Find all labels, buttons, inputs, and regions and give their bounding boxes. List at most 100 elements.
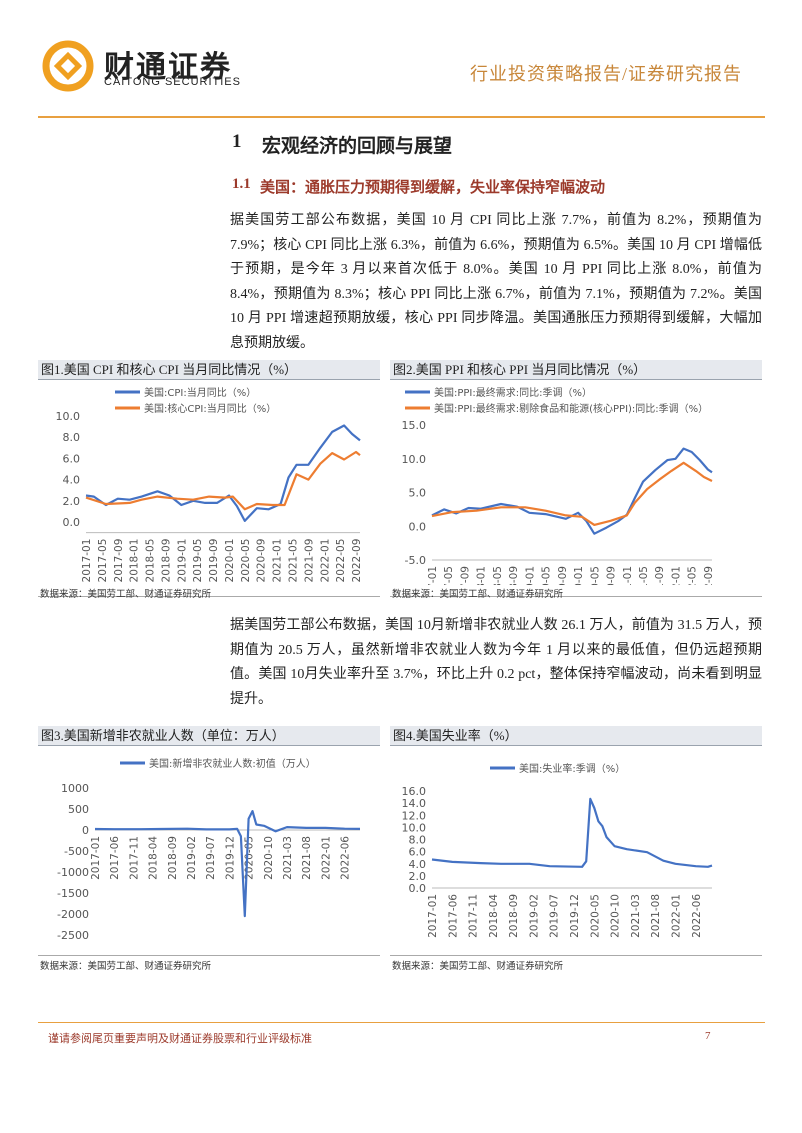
x-tick-label: 2022-09 [351,539,363,583]
x-tick-label: 2017-01 [427,566,439,585]
y-tick-label: 500 [68,803,89,816]
figure-title: 图1.美国 CPI 和核心 CPI 当月同比情况（%） [38,360,380,380]
x-tick-label: 2018-01 [129,539,141,583]
x-tick-label: 2022-09 [703,566,715,585]
x-tick-label: 2020-09 [256,539,268,583]
legend-label: 美国:失业率:季调（%） [519,762,625,775]
footer-rule [38,1022,765,1023]
legend-label: 美国:新增非农就业人数:初值（万人） [149,757,316,770]
source-note: 数据来源：美国劳工部、财通证券研究所 [40,590,212,600]
y-tick-label: 6.0 [409,846,427,859]
y-tick-label: -1000 [57,866,89,879]
x-tick-label: 2017-01 [81,539,93,583]
x-tick-label: 2021-03 [282,836,294,880]
x-tick-label: 2021-01 [622,566,634,585]
series-line [85,424,361,522]
y-tick-label: 10.0 [402,821,427,834]
x-tick-label: 2022-01 [670,894,682,938]
figure-title: 图4.美国失业率（%） [390,726,762,746]
x-tick-label: 2018-01 [476,566,488,585]
x-tick-label: 2020-10 [263,836,275,880]
x-tick-label: 2018-09 [160,539,172,583]
x-tick-label: 2019-02 [186,836,198,880]
x-tick-label: 2019-05 [541,566,553,585]
x-tick-label: 2018-04 [488,894,500,938]
source-note: 数据来源：美国劳工部、财通证券研究所 [40,962,212,972]
footer-disclaimer: 谨请参阅尾页重要声明及财通证券股票和行业评级标准 [48,1033,312,1045]
y-tick-label: 16.0 [402,785,427,798]
paragraph: 据美国劳工部公布数据，美国 10月新增非农就业人数 26.1 万人，前值为 31… [230,618,762,707]
chart: -5.0 0.0 5.0 10.0 15.0 2017-01 2017-05 2017-09 2… [402,386,715,585]
y-tick-label: 0.0 [63,516,81,529]
legend-label: 美国:PPI:最终需求:剔除食品和能源(核心PPI):同比:季调（%） [434,402,708,415]
y-tick-label: 12.0 [402,809,427,822]
x-tick-label: 2017-05 [97,539,109,583]
y-tick-label: 0.0 [409,882,427,895]
x-tick-label: 2022-05 [335,539,347,583]
logo-en: CAITONG SECURITIES [104,76,241,88]
chart: 0.0 2.0 4.0 6.0 8.0 10.0 2017-01 2017-05 2017-09… [56,386,364,583]
y-tick-label: 10.0 [56,410,81,423]
legend-label: 美国:核心CPI:当月同比（%） [144,402,276,415]
y-tick-label: 6.0 [63,452,81,465]
x-tick-label: 2019-05 [192,539,204,583]
y-tick-label: 0 [82,824,89,837]
x-tick-label: 2017-11 [128,836,140,880]
x-tick-label: 2019-07 [205,836,217,880]
y-tick-label: -1500 [57,887,89,900]
x-tick-label: 2017-01 [427,894,439,938]
y-tick-label: -500 [64,845,89,858]
y-tick-label: 2.0 [63,495,81,508]
heading-2-number: 1.1 [232,176,251,192]
header-rule [38,116,765,118]
x-tick-label: 2019-01 [176,539,188,583]
x-tick-label: 2019-12 [224,836,236,880]
series-line [85,450,361,511]
heading-2-text: 美国：通胀压力预期得到缓解，失业率保持窄幅波动 [260,180,606,196]
x-tick-label: 2019-12 [569,894,581,938]
x-tick-label: 2018-04 [148,836,160,880]
x-tick-label: 2018-09 [167,836,179,880]
x-tick-label: 2021-05 [287,539,299,583]
x-tick-label: 2018-09 [508,894,520,938]
x-tick-label: 2021-05 [638,566,650,585]
x-tick-label: 2019-07 [549,894,561,938]
x-tick-label: 2021-08 [301,836,313,880]
paragraph: 据美国劳工部公布数据，美国 10 月 CPI 同比上涨 7.7%，前值为 8.2… [230,213,762,351]
figure-title: 图2.美国 PPI 和核心 PPI 当月同比情况（%） [390,360,762,380]
x-tick-label: 2022-06 [691,894,703,938]
legend-label: 美国:PPI:最终需求:同比:季调（%） [434,386,592,399]
source-note: 数据来源：美国劳工部、财通证券研究所 [392,590,564,600]
x-tick-label: 2022-05 [687,566,699,585]
x-tick-label: 2022-01 [319,539,331,583]
x-tick-label: 2020-10 [610,894,622,938]
x-tick-label: 2019-09 [208,539,220,583]
source-note: 数据来源：美国劳工部、财通证券研究所 [392,962,564,972]
x-tick-label: 2019-02 [528,894,540,938]
x-tick-label: 2018-05 [492,566,504,585]
heading-1-text: 宏观经济的回顾与展望 [262,136,453,157]
heading-1-number: 1 [232,131,242,152]
x-tick-label: 2018-09 [508,566,520,585]
x-tick-label: 2017-05 [443,566,455,585]
x-tick-label: 2022-06 [340,836,352,880]
page-number: 7 [705,1030,711,1042]
series-line [431,461,713,526]
y-tick-label: 4.0 [63,474,81,487]
x-tick-label: 2020-01 [573,566,585,585]
series-line [94,810,361,918]
y-tick-label: 2.0 [409,870,427,883]
x-tick-label: 2021-08 [650,894,662,938]
x-tick-label: 2021-01 [272,539,284,583]
x-tick-label: 2020-01 [224,539,236,583]
y-tick-label: 8.0 [63,431,81,444]
y-tick-label: -2000 [57,908,89,921]
y-tick-label: 4.0 [409,858,427,871]
y-tick-label: -2500 [57,929,89,942]
chart: -2500 -2000 -1500 -1000 -500 0 500 1000 2017-01 2… [57,757,361,942]
figure-title: 图3.美国新增非农就业人数（单位：万人） [38,726,380,746]
x-tick-label: 2017-01 [90,836,102,880]
y-tick-label: 14.0 [402,797,427,810]
x-tick-label: 2019-09 [557,566,569,585]
